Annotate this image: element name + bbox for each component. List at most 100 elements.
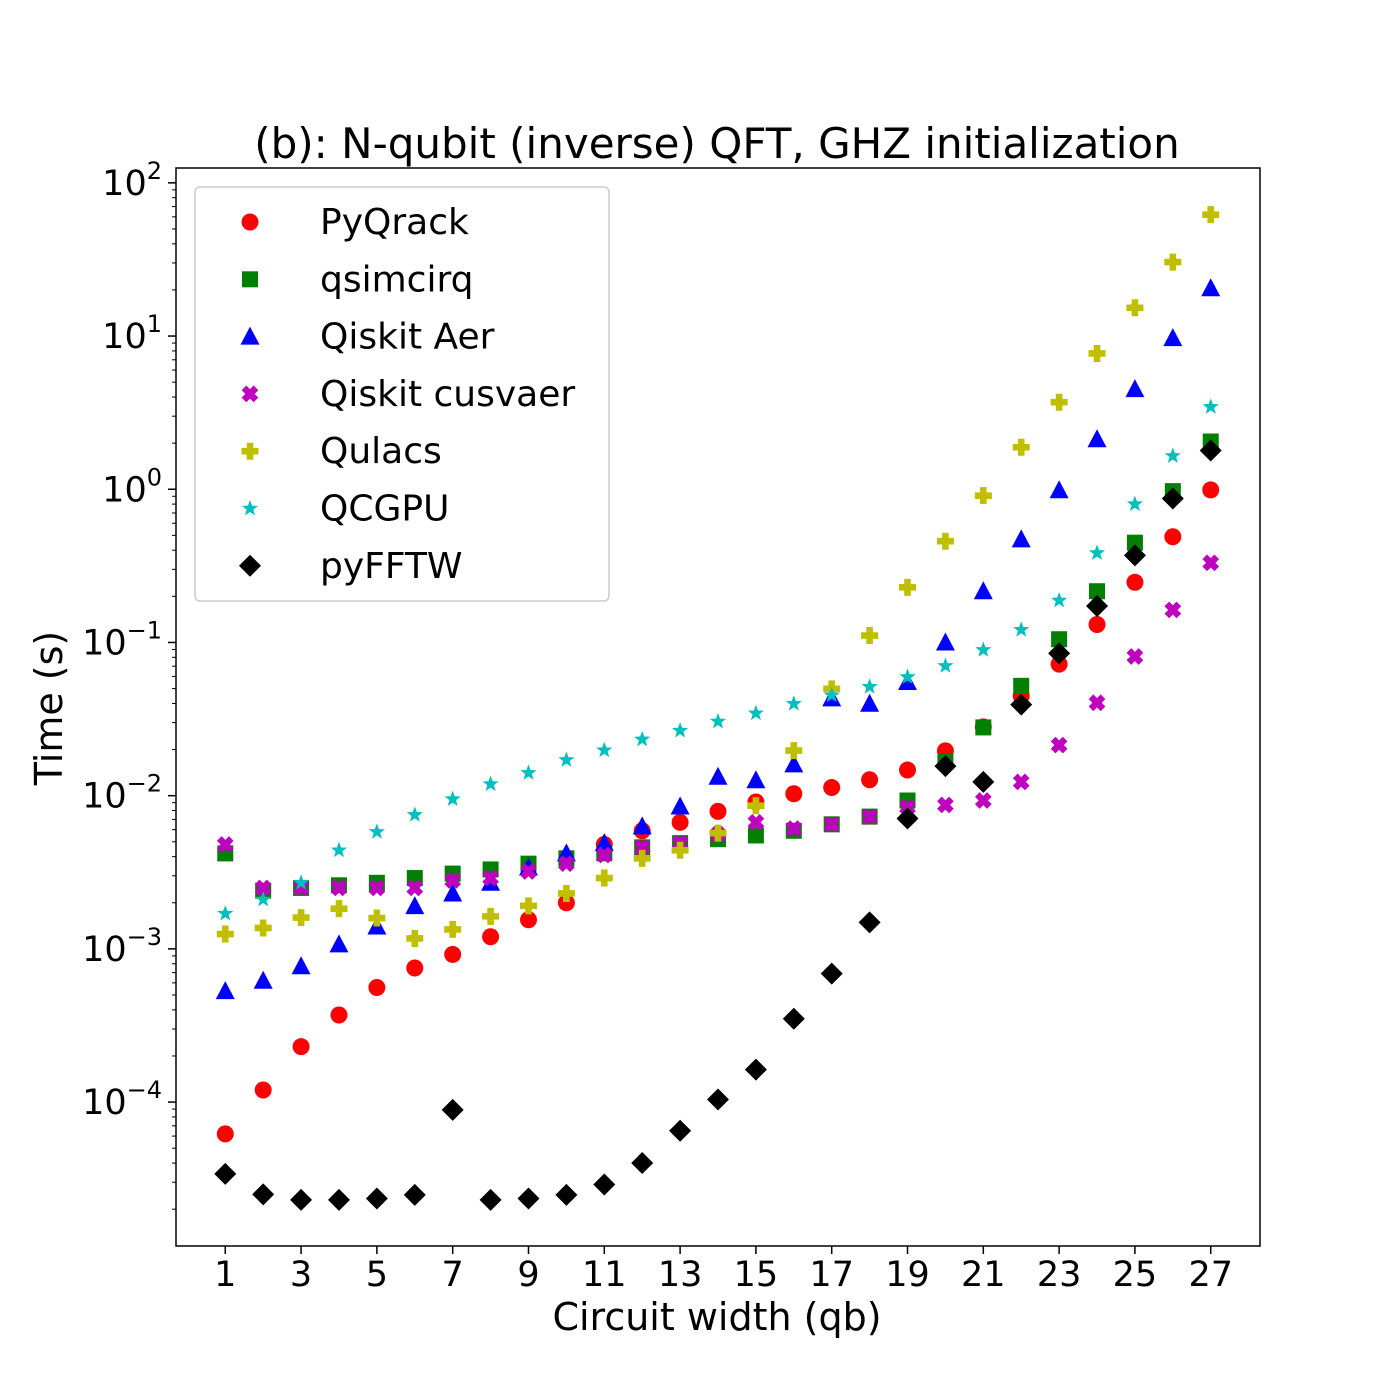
x-tick-label: 15 — [734, 1255, 779, 1295]
data-point — [292, 879, 310, 897]
data-point — [327, 1188, 350, 1211]
x-tick-label: 13 — [658, 1255, 703, 1295]
data-point — [1051, 631, 1068, 648]
data-point — [1088, 344, 1106, 362]
chart-title: (b): N-qubit (inverse) QFT, GHZ initiali… — [254, 119, 1180, 168]
data-point — [632, 816, 652, 835]
data-point — [1126, 534, 1143, 551]
data-point — [1126, 648, 1144, 665]
data-point — [595, 846, 613, 864]
data-point — [519, 897, 537, 915]
legend-label: Qulacs — [320, 431, 442, 472]
data-point — [1126, 299, 1144, 317]
data-point — [292, 1038, 310, 1056]
data-point — [1164, 528, 1182, 546]
y-tick-label: 101 — [102, 310, 162, 357]
data-point — [975, 719, 992, 736]
data-point — [1013, 621, 1030, 637]
data-point — [1011, 529, 1031, 548]
data-point — [1049, 480, 1069, 499]
data-point — [252, 1183, 275, 1206]
legend-marker — [241, 500, 259, 516]
data-point — [785, 785, 803, 803]
data-point — [403, 1183, 426, 1206]
series-qiskit-cusvaer — [216, 554, 1220, 897]
data-point — [1048, 642, 1071, 665]
data-point — [1202, 554, 1220, 572]
data-point — [368, 909, 386, 927]
data-point — [631, 1152, 654, 1175]
data-point — [292, 874, 310, 890]
data-point — [482, 907, 500, 925]
data-point — [520, 863, 537, 880]
data-point — [746, 770, 766, 789]
data-point — [899, 798, 916, 816]
legend-label: PyQrack — [320, 202, 469, 243]
y-tick-label: 10−1 — [82, 616, 162, 663]
data-point — [974, 487, 992, 505]
data-point — [482, 869, 499, 887]
data-point — [1050, 393, 1068, 411]
plot-frame — [175, 167, 1261, 1247]
x-tick-label: 17 — [809, 1255, 854, 1295]
data-point — [406, 879, 424, 897]
x-axis: 1 3 5 7 9 11 13 15 17 19 21 23 25 27 — [214, 1246, 1233, 1295]
data-point — [444, 920, 462, 938]
data-point — [558, 751, 575, 767]
data-point — [899, 578, 917, 596]
x-tick-label: 19 — [885, 1255, 930, 1295]
x-tick-label: 25 — [1113, 1255, 1158, 1295]
series-qulacs — [216, 206, 1220, 947]
data-point — [972, 770, 995, 793]
data-point — [1123, 544, 1146, 567]
legend-box — [194, 186, 610, 602]
data-point — [520, 764, 537, 780]
data-point — [709, 712, 727, 729]
data-point — [216, 1125, 234, 1143]
data-point — [973, 581, 993, 600]
data-point — [368, 978, 386, 996]
data-point — [330, 879, 348, 897]
data-point — [975, 641, 992, 657]
data-point — [934, 755, 957, 778]
data-point — [330, 900, 348, 918]
data-point — [329, 934, 349, 953]
x-tick-label: 5 — [366, 1255, 388, 1295]
plot-series — [214, 206, 1222, 1211]
data-point — [254, 879, 272, 897]
legend-marker — [241, 213, 259, 231]
legend-marker — [241, 385, 259, 403]
data-point — [406, 806, 423, 822]
data-point — [670, 796, 690, 815]
data-point — [253, 970, 273, 989]
data-point — [255, 891, 272, 907]
data-point — [709, 802, 727, 820]
x-tick-label: 7 — [442, 1255, 464, 1295]
x-tick-label: 23 — [1037, 1255, 1082, 1295]
legend-label: Qiskit Aer — [320, 317, 495, 358]
data-point — [785, 695, 802, 711]
data-point — [1012, 438, 1030, 456]
data-point — [1199, 439, 1222, 462]
data-point — [441, 1098, 464, 1121]
data-point — [899, 668, 916, 684]
x-tick-label: 3 — [290, 1255, 312, 1295]
data-point — [823, 686, 840, 703]
data-point — [861, 808, 878, 825]
data-point — [215, 981, 235, 1000]
data-point — [254, 919, 272, 937]
y-tick-label: 10−3 — [82, 923, 162, 970]
y-tick-label: 100 — [102, 463, 162, 510]
data-point — [517, 1187, 540, 1210]
data-point — [1088, 616, 1106, 634]
data-point — [784, 754, 804, 773]
data-point — [1088, 694, 1106, 712]
data-point — [292, 909, 310, 927]
x-tick-label: 1 — [214, 1255, 236, 1295]
y-axis: 10−4 10−3 10−2 10−1 100 101 102 — [82, 157, 176, 1210]
data-point — [937, 657, 954, 673]
data-point — [368, 823, 385, 839]
data-point — [898, 672, 918, 691]
data-point — [671, 841, 689, 859]
data-point — [861, 627, 879, 645]
